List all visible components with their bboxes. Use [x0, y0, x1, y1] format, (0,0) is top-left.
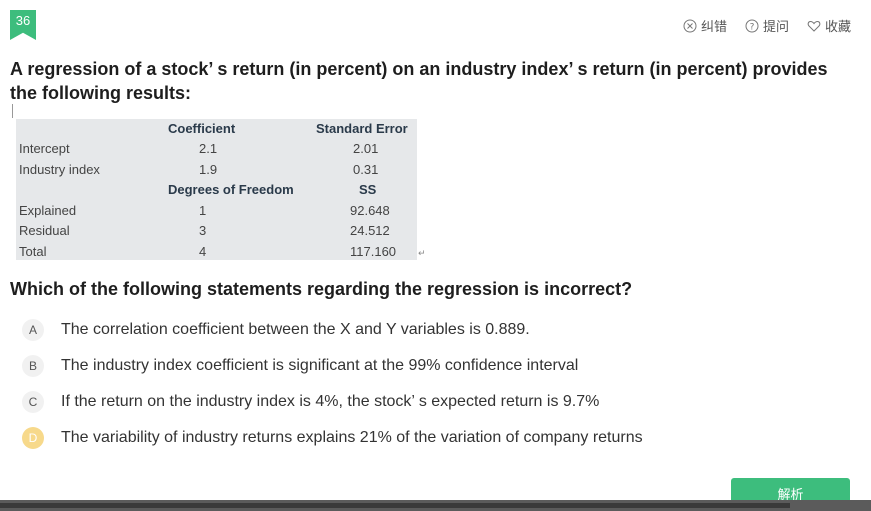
industry-index-coefficient: 1.9 [199, 162, 218, 177]
option-c[interactable]: C If the return on the industry index is… [22, 391, 599, 413]
favorite-button[interactable]: 收藏 [807, 16, 851, 35]
report-error-button[interactable]: 纠错 [683, 16, 727, 35]
question-prompt: Which of the following statements regard… [10, 279, 633, 299]
row-label-explained: Explained [19, 203, 77, 218]
explained-ss: 92.648 [350, 203, 390, 218]
option-b[interactable]: B The industry index coefficient is sign… [22, 355, 578, 377]
horizontal-scrollbar[interactable] [0, 500, 871, 511]
total-df: 4 [199, 244, 207, 259]
heart-icon [807, 20, 821, 32]
option-d[interactable]: D The variability of industry returns ex… [22, 427, 643, 449]
header-degrees-of-freedom: Degrees of Freedom [168, 182, 294, 197]
svg-text:?: ? [750, 22, 755, 32]
option-text: If the return on the industry index is 4… [61, 393, 600, 410]
close-circle-icon [683, 19, 697, 32]
option-text: The correlation coefficient between the … [61, 321, 530, 338]
residual-ss: 24.512 [350, 223, 390, 238]
question-title: A regression of a stock’ s return (in pe… [10, 59, 828, 103]
header-ss: SS [359, 182, 377, 197]
total-ss: 117.160 [350, 244, 397, 259]
question-number-badge: 36 [10, 10, 36, 40]
question-circle-icon: ? [745, 19, 759, 32]
report-error-label: 纠错 [700, 19, 727, 34]
header-coefficient: Coefficient [168, 121, 236, 136]
intercept-standard-error: 2.01 [353, 141, 379, 156]
option-letter: C [22, 391, 44, 413]
row-label-intercept: Intercept [19, 141, 70, 156]
row-label-industry-index: Industry index [19, 162, 100, 177]
intercept-coefficient: 2.1 [199, 141, 218, 156]
option-letter-selected: D [22, 427, 44, 449]
option-letter: A [22, 319, 44, 341]
text-cursor-mark [12, 104, 13, 118]
option-text: The variability of industry returns expl… [61, 429, 643, 446]
option-text: The industry index coefficient is signif… [61, 357, 579, 374]
header-standard-error: Standard Error [316, 121, 408, 136]
favorite-label: 收藏 [824, 19, 851, 34]
option-a[interactable]: A The correlation coefficient between th… [22, 319, 530, 341]
explained-df: 1 [199, 203, 207, 218]
residual-df: 3 [199, 223, 207, 238]
option-letter: B [22, 355, 44, 377]
row-label-total: Total [19, 244, 47, 259]
industry-index-standard-error: 0.31 [353, 162, 379, 177]
scrollbar-thumb[interactable] [0, 503, 790, 508]
row-label-residual: Residual [19, 223, 70, 238]
return-mark-icon: ↵ [418, 248, 426, 258]
ask-question-button[interactable]: ? 提问 [745, 16, 789, 35]
question-toolbar: 纠错 ? 提问 收藏 [683, 16, 851, 35]
ask-question-label: 提问 [762, 19, 789, 34]
regression-results-table: Coefficient Standard Error Intercept 2.1… [16, 119, 417, 260]
